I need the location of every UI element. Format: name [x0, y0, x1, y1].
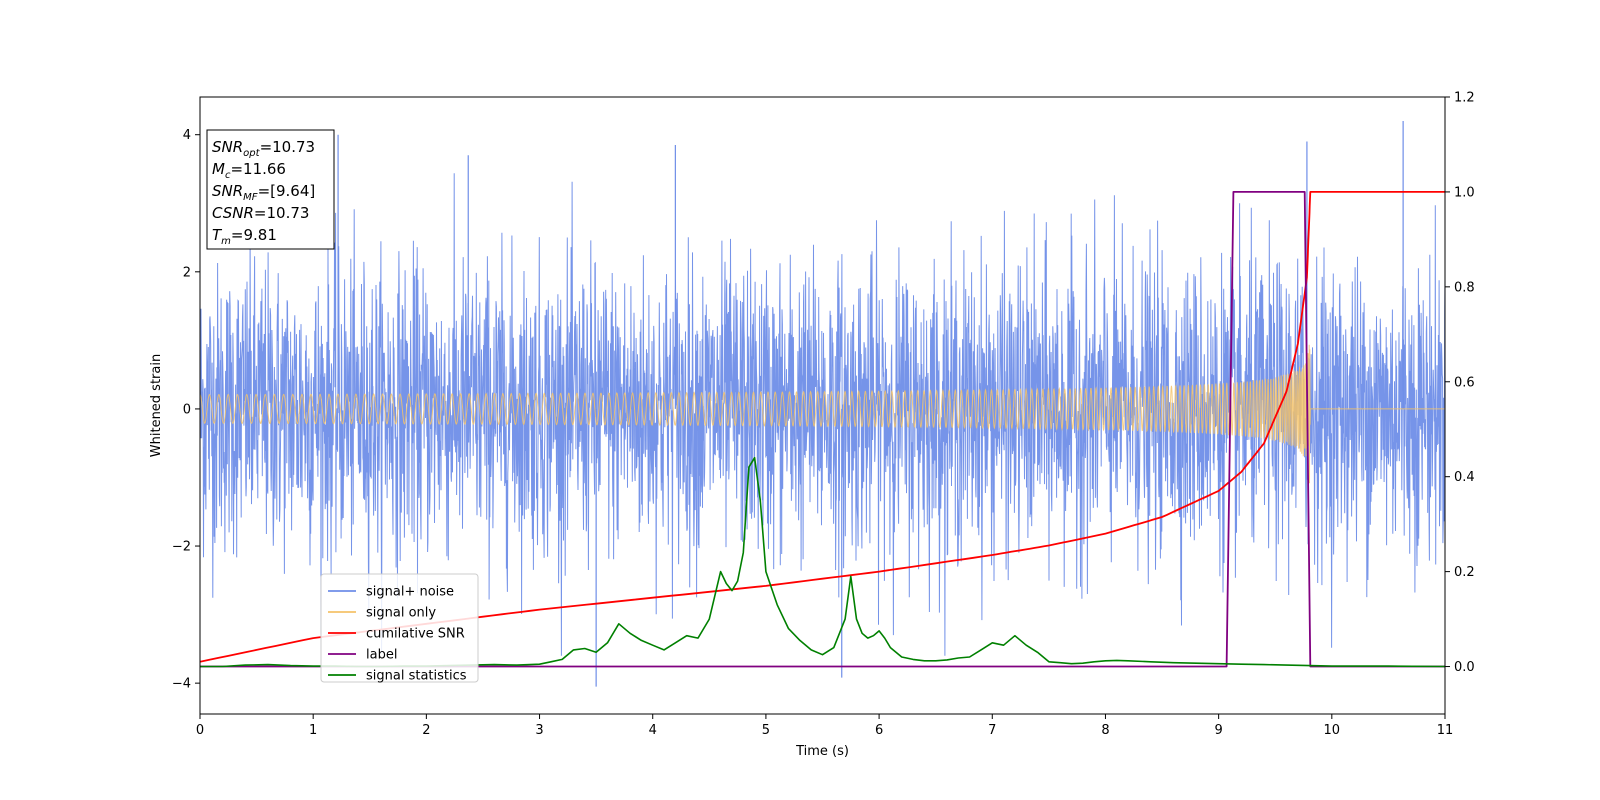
y-axis-label-left: Whitened strain	[149, 354, 164, 457]
x-tick-label: 7	[988, 723, 996, 738]
x-axis-label: Time (s)	[795, 744, 849, 759]
axes-ticks: 0 1 2 3 4 5 6 7 8 9 10 11 −4 −2 0 2 4 0.0 0.2 0.4 0.6 0.8 1.0 1…	[172, 91, 1475, 739]
plot-area	[200, 120, 1445, 687]
series-signal-noise-line	[200, 173, 1445, 656]
x-tick-label: 8	[1101, 723, 1109, 738]
legend-frame	[320, 573, 479, 683]
x-tick-label: 9	[1214, 723, 1222, 738]
info-line: Tm=9.81	[212, 226, 277, 247]
x-tick-label: 10	[1324, 723, 1341, 738]
info-line: CSNR=10.73	[212, 204, 309, 222]
x-tick-label: 6	[875, 723, 883, 738]
legend-entry-label: label	[366, 648, 397, 663]
x-tick-label: 3	[535, 723, 543, 738]
x-tick-label: 4	[649, 723, 657, 738]
x-tick-label: 11	[1437, 723, 1454, 738]
info-line: Mc=11.66	[212, 160, 286, 181]
x-tick-label: 5	[762, 723, 770, 738]
y-right-tick-label: 1.0	[1454, 185, 1475, 200]
x-tick-label: 2	[422, 723, 430, 738]
y-left-tick-label: 0	[183, 402, 191, 417]
y-right-tick-label: 0.6	[1454, 375, 1475, 390]
x-tick-label: 0	[196, 723, 204, 738]
y-left-tick-label: 4	[183, 128, 191, 143]
axes-frame	[199, 96, 1446, 715]
y-right-tick-label: 0.8	[1454, 280, 1475, 295]
legend-entry-label: signal only	[366, 606, 436, 621]
info-line: SNRMF=[9.64]	[212, 182, 315, 203]
y-left-tick-label: −4	[172, 677, 191, 692]
y-right-tick-label: 1.2	[1454, 91, 1475, 106]
y-right-tick-label: 0.0	[1454, 660, 1475, 675]
series-signal-only-line	[200, 344, 1445, 484]
info-line: SNRopt=10.73	[212, 138, 315, 159]
legend-entry-label: signal+ noise	[366, 585, 454, 600]
legend-entry-label: cumilative SNR	[366, 627, 465, 642]
y-right-tick-label: 0.4	[1454, 470, 1475, 485]
series-signal-statistics-line	[200, 456, 1445, 668]
info-box-frame	[206, 129, 335, 250]
info-box: SNRopt=10.73Mc=11.66SNRMF=[9.64]CSNR=10.…	[206, 129, 335, 250]
series-cumulative-snr-line	[200, 190, 1445, 663]
y-right-tick-label: 0.2	[1454, 565, 1475, 580]
y-left-tick-label: 2	[183, 265, 191, 280]
y-left-tick-label: −2	[172, 540, 191, 555]
legend: signal+ noise signal only cumilative SNR la…	[320, 573, 479, 684]
legend-entry-label: signal statistics	[366, 669, 467, 684]
x-tick-label: 1	[309, 723, 317, 738]
